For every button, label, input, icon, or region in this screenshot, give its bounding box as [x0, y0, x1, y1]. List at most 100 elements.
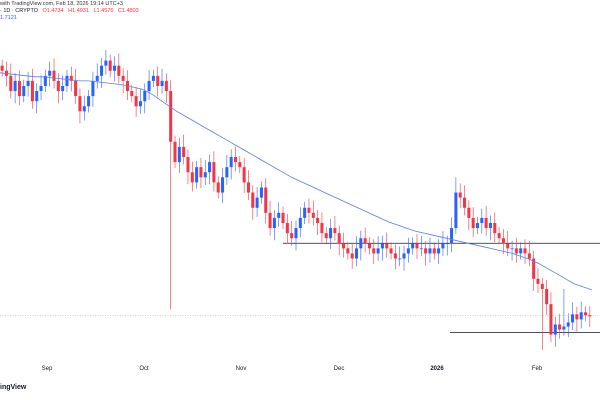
candle[interactable] [160, 68, 164, 94]
candle[interactable] [164, 73, 168, 104]
candle[interactable] [320, 212, 324, 243]
candle[interactable] [333, 215, 337, 241]
candle[interactable] [393, 244, 397, 270]
candle[interactable] [259, 181, 263, 204]
candle[interactable] [523, 239, 527, 265]
candle[interactable] [195, 161, 199, 189]
candle[interactable] [389, 242, 393, 260]
candle[interactable] [143, 83, 147, 114]
candle[interactable] [458, 183, 462, 209]
candle[interactable] [65, 69, 69, 93]
candle[interactable] [69, 66, 73, 92]
candle[interactable] [471, 207, 475, 238]
candle[interactable] [9, 63, 13, 99]
candle[interactable] [0, 59, 4, 77]
candle[interactable] [199, 158, 203, 188]
candle[interactable] [571, 302, 575, 331]
candle[interactable] [52, 58, 56, 89]
candle[interactable] [558, 313, 562, 339]
candle[interactable] [354, 236, 359, 267]
candle[interactable] [545, 279, 549, 315]
candle[interactable] [566, 313, 570, 338]
candle[interactable] [527, 241, 531, 267]
candle[interactable] [112, 56, 117, 82]
candle[interactable] [186, 149, 190, 185]
candle[interactable] [303, 201, 307, 224]
candle[interactable] [342, 232, 346, 258]
candle[interactable] [584, 306, 588, 322]
candle[interactable] [95, 63, 99, 89]
candle[interactable] [337, 225, 341, 256]
candle[interactable] [298, 207, 302, 238]
candle[interactable] [307, 198, 311, 224]
candle[interactable] [415, 234, 419, 260]
candle[interactable] [225, 154, 229, 185]
candle[interactable] [233, 146, 238, 172]
candle[interactable] [346, 242, 350, 260]
candle[interactable] [212, 151, 216, 192]
candle[interactable] [475, 216, 480, 235]
candle[interactable] [182, 134, 186, 165]
candle[interactable] [285, 213, 289, 244]
candle[interactable] [367, 237, 371, 255]
candle[interactable] [156, 66, 160, 97]
candle[interactable] [82, 95, 86, 121]
candle[interactable] [398, 246, 402, 267]
candle[interactable] [484, 205, 488, 236]
candle[interactable] [402, 245, 406, 271]
candle[interactable] [147, 70, 151, 101]
candle[interactable] [43, 69, 47, 93]
candle[interactable] [432, 242, 436, 260]
candle[interactable] [553, 316, 557, 347]
candle[interactable] [104, 49, 108, 75]
candle[interactable] [22, 79, 26, 103]
candle[interactable] [74, 68, 78, 104]
candle[interactable] [61, 75, 65, 101]
candle[interactable] [48, 61, 52, 87]
candle[interactable] [281, 206, 285, 230]
candle[interactable] [488, 215, 492, 241]
candle[interactable] [238, 156, 242, 174]
candle[interactable] [216, 176, 220, 199]
candle[interactable] [173, 135, 177, 169]
candle[interactable] [290, 220, 294, 246]
candle[interactable] [277, 202, 281, 228]
candle[interactable] [255, 186, 259, 217]
candle[interactable] [272, 210, 276, 241]
candle[interactable] [30, 68, 34, 109]
candle[interactable] [532, 250, 536, 291]
candle[interactable] [208, 154, 212, 185]
candle[interactable] [424, 240, 428, 266]
candle[interactable] [385, 232, 389, 258]
candle[interactable] [575, 306, 579, 332]
candle[interactable] [372, 239, 376, 265]
candle[interactable] [169, 80, 173, 310]
candle[interactable] [441, 231, 445, 256]
candle[interactable] [454, 177, 458, 235]
candle[interactable] [380, 235, 384, 261]
candle[interactable] [130, 84, 134, 103]
candle[interactable] [190, 161, 194, 192]
candle[interactable] [450, 217, 454, 253]
candle[interactable] [13, 73, 17, 104]
candle[interactable] [56, 73, 60, 104]
candle[interactable] [579, 301, 583, 329]
candle[interactable] [510, 240, 514, 261]
candle[interactable] [376, 236, 380, 262]
candle[interactable] [411, 237, 415, 255]
candle[interactable] [501, 229, 505, 254]
candle[interactable] [467, 200, 471, 231]
candle[interactable] [311, 200, 315, 226]
candle[interactable] [229, 149, 233, 180]
candle[interactable] [221, 168, 225, 204]
candle[interactable] [91, 71, 95, 107]
candle[interactable] [251, 184, 255, 220]
candle[interactable] [121, 68, 125, 94]
candle[interactable] [419, 236, 423, 256]
candle[interactable] [177, 137, 181, 173]
candle[interactable] [350, 244, 354, 270]
candle[interactable] [78, 88, 82, 124]
candle[interactable] [203, 160, 207, 185]
candle[interactable] [514, 237, 518, 263]
